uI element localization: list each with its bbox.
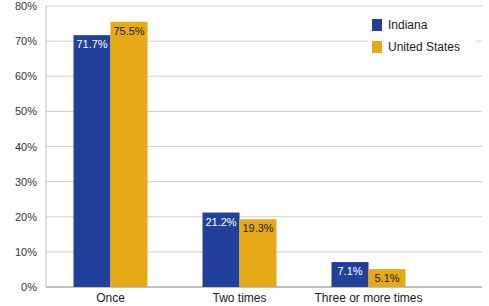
data-label: 75.5% xyxy=(113,25,144,37)
x-tick-label: Once xyxy=(96,291,125,305)
grid xyxy=(46,6,482,287)
chart-root: 0% 10% 20% 30% 40% 50% 60% 70% 80% 71.7% 75.5% 21.2… xyxy=(0,0,489,306)
data-label: 19.3% xyxy=(242,222,273,234)
x-tick-label: Three or more times xyxy=(314,291,422,305)
legend: Indiana United States xyxy=(368,12,476,62)
data-label: 71.7% xyxy=(76,38,107,50)
legend-label: United States xyxy=(388,40,460,54)
bar xyxy=(203,213,240,287)
legend-swatch xyxy=(372,41,382,53)
bar xyxy=(369,269,406,287)
legend-swatch xyxy=(372,19,382,31)
bar xyxy=(74,35,111,287)
chart-svg: 0% 10% 20% 30% 40% 50% 60% 70% 80% 71.7% 75.5% 21.2… xyxy=(0,0,489,306)
data-label: 7.1% xyxy=(337,265,362,277)
data-label: 21.2% xyxy=(205,216,236,228)
y-tick-label: 70% xyxy=(15,35,37,47)
legend-label: Indiana xyxy=(388,18,428,32)
y-tick-label: 80% xyxy=(15,0,37,12)
bar xyxy=(332,262,369,287)
legend-box xyxy=(368,12,476,62)
y-tick-label: 40% xyxy=(15,141,37,153)
y-tick-label: 50% xyxy=(15,105,37,117)
bar xyxy=(111,22,148,287)
y-tick-label: 20% xyxy=(15,211,37,223)
bar xyxy=(240,219,277,287)
x-tick-label: Two times xyxy=(212,291,266,305)
data-label: 5.1% xyxy=(374,272,399,284)
y-tick-label: 10% xyxy=(15,246,37,258)
data-labels: 71.7% 75.5% 21.2% 19.3% 7.1% 5.1% xyxy=(76,25,399,284)
y-tick-label: 0% xyxy=(21,281,37,293)
y-tick-label: 60% xyxy=(15,70,37,82)
grid-line xyxy=(46,6,482,7)
y-tick-label: 30% xyxy=(15,176,37,188)
bars xyxy=(74,22,406,287)
y-axis-line xyxy=(46,6,47,287)
